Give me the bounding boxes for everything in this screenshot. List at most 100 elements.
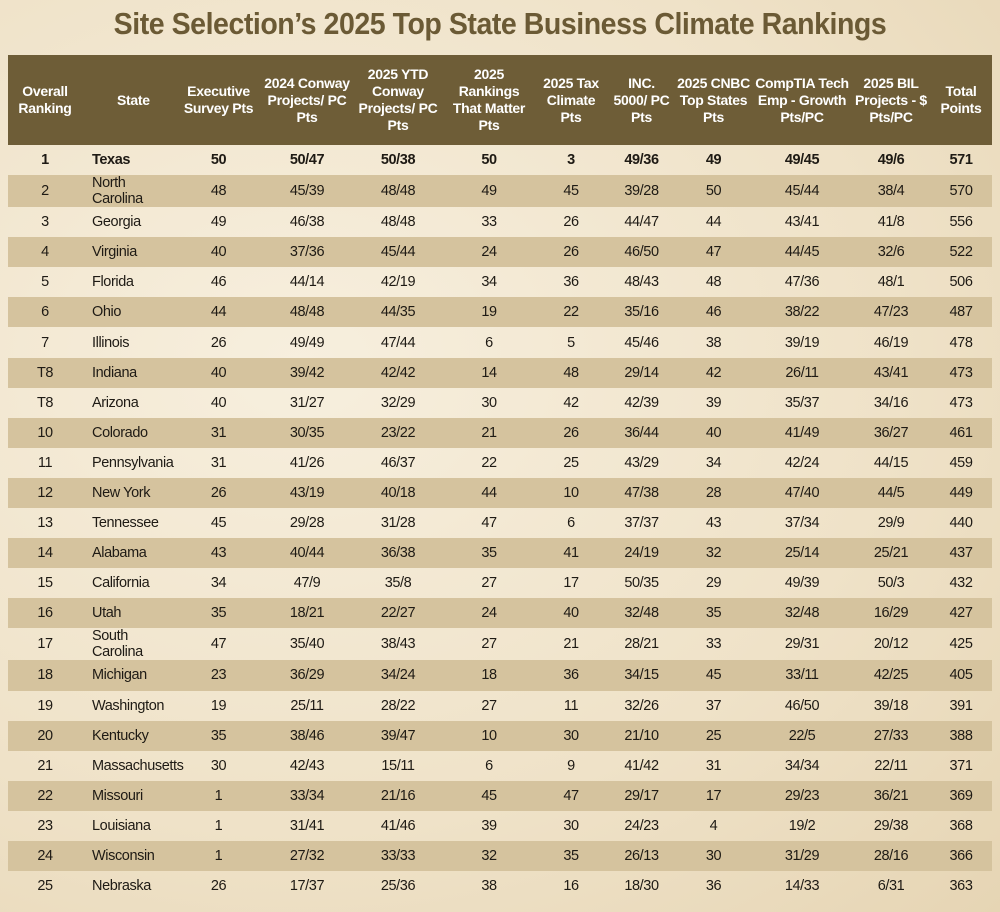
table-cell: 40 [534,598,608,629]
table-cell: 27/33 [852,720,930,751]
table-cell: 32/26 [624,697,659,714]
table-cell: 32/48 [752,598,852,629]
state-cell: Utah [82,598,175,629]
rank-cell: 12 [8,477,82,509]
table-cell: 45 [534,175,608,208]
total-cell: 425 [949,636,973,653]
table-cell: 22/11 [874,757,908,774]
table-cell: 28/21 [624,636,659,653]
table-cell: 10 [534,477,608,509]
table-cell: 19 [444,297,534,328]
table-cell: 31/28 [380,515,416,532]
column-header: 2025 YTD Conway Projects/ PC Pts [352,55,444,145]
table-cell: 37/34 [784,515,820,532]
table-cell: 48/1 [877,274,905,291]
rank-cell: 14 [8,538,82,569]
rank-cell: T8 [8,357,82,388]
table-cell: 30/35 [262,417,352,448]
table-cell: 46/37 [380,454,416,471]
table-cell: 40 [175,357,262,388]
column-header: Total Points [930,55,992,145]
state-cell: Massachusetts [92,757,184,774]
total-cell: 449 [930,477,992,509]
table-cell: 26 [210,334,227,351]
table-row: T8 Indiana 40 39/42 42/42 14 48 29/14 42 26/11 43/… [8,357,992,388]
state-cell: Alabama [82,538,175,569]
state-cell: Texas [92,152,131,169]
table-cell: 14/33 [784,878,820,895]
table-cell: 36 [534,660,608,691]
table-row: 23 Louisiana 1 31/41 41/46 39 30 24/23 4 19/2 29/3… [8,811,992,841]
total-cell: 570 [930,175,992,208]
rank-cell: 3 [41,214,49,231]
table-row: 17 South Carolina 47 35/40 38/43 27 21 28/21 33 2… [8,628,992,660]
table-row: 16 Utah 35 18/21 22/27 24 40 32/48 35 32/48 16/29 4… [8,598,992,629]
table-cell: 26 [534,237,608,268]
table-cell: 22/27 [352,598,444,629]
table-cell: 47 [675,237,752,268]
table-cell: 25/36 [380,878,416,895]
state-cell: Kentucky [82,720,175,751]
table-cell: 35/37 [784,394,820,411]
table-row: 12 New York 26 43/19 40/18 44 10 47/38 28 47/40 44… [8,477,992,509]
table-cell: 21/10 [608,720,675,751]
table-cell: 25 [563,454,579,471]
table-cell: 34 [705,454,722,471]
table-cell: 34/34 [784,757,820,774]
table-cell: 18/30 [624,878,659,895]
table-cell: 46/50 [608,237,675,268]
table-cell: 35 [175,720,262,751]
table-cell: 44/14 [289,274,325,291]
table-cell: 26 [563,214,579,231]
state-cell: Wisconsin [82,840,175,872]
table-cell: 41/42 [624,757,659,774]
table-cell: 42/25 [852,660,930,691]
table-cell: 45/46 [624,334,659,351]
table-cell: 34/16 [873,394,909,411]
table-cell: 19 [210,697,227,714]
table-cell: 39/47 [352,720,444,751]
table-row: T8 Arizona 40 31/27 32/29 30 42 42/39 39 35/37 34/… [8,388,992,418]
table-cell: 38/43 [380,636,416,653]
table-cell: 48 [175,175,262,208]
table-cell: 16 [563,878,579,895]
table-cell: 44 [444,477,534,509]
total-cell: 391 [949,697,973,714]
table-cell: 50 [210,152,227,169]
table-cell: 33/33 [352,840,444,872]
table-cell: 29/31 [784,636,820,653]
table-cell: 24/23 [624,817,659,834]
table-cell: 35 [675,598,752,629]
column-header: Overall Ranking [8,55,82,145]
table-cell: 18 [444,660,534,691]
table-cell: 49 [705,152,722,169]
table-cell: 35/40 [289,636,325,653]
table-cell: 33/11 [752,660,852,691]
table-cell: 48/43 [624,274,659,291]
table-cell: 6 [567,515,575,532]
table-cell: 21 [563,636,579,653]
table-cell: 30 [675,840,752,872]
table-cell: 42/43 [289,757,325,774]
table-cell: 47/36 [784,274,820,291]
table-cell: 43/41 [852,357,930,388]
table-row: 4 Virginia 40 37/36 45/44 24 26 46/50 47 44/45 32/… [8,237,992,268]
total-cell: 459 [949,454,973,471]
table-cell: 33 [705,636,722,653]
state-cell: Colorado [82,417,175,448]
table-cell: 48/48 [380,214,416,231]
table-cell: 9 [567,757,575,774]
table-cell: 43/29 [624,454,659,471]
table-cell: 31/29 [752,840,852,872]
table-cell: 49/49 [289,334,325,351]
table-cell: 40/44 [262,538,352,569]
total-cell: 487 [930,297,992,328]
table-cell: 43 [175,538,262,569]
total-cell: 388 [930,720,992,751]
table-cell: 17 [675,780,752,811]
table-cell: 36/29 [262,660,352,691]
column-header: 2025 CNBC Top States Pts [675,55,752,145]
table-cell: 47 [481,515,497,532]
total-cell: 427 [930,598,992,629]
rank-cell: T8 [36,394,54,411]
